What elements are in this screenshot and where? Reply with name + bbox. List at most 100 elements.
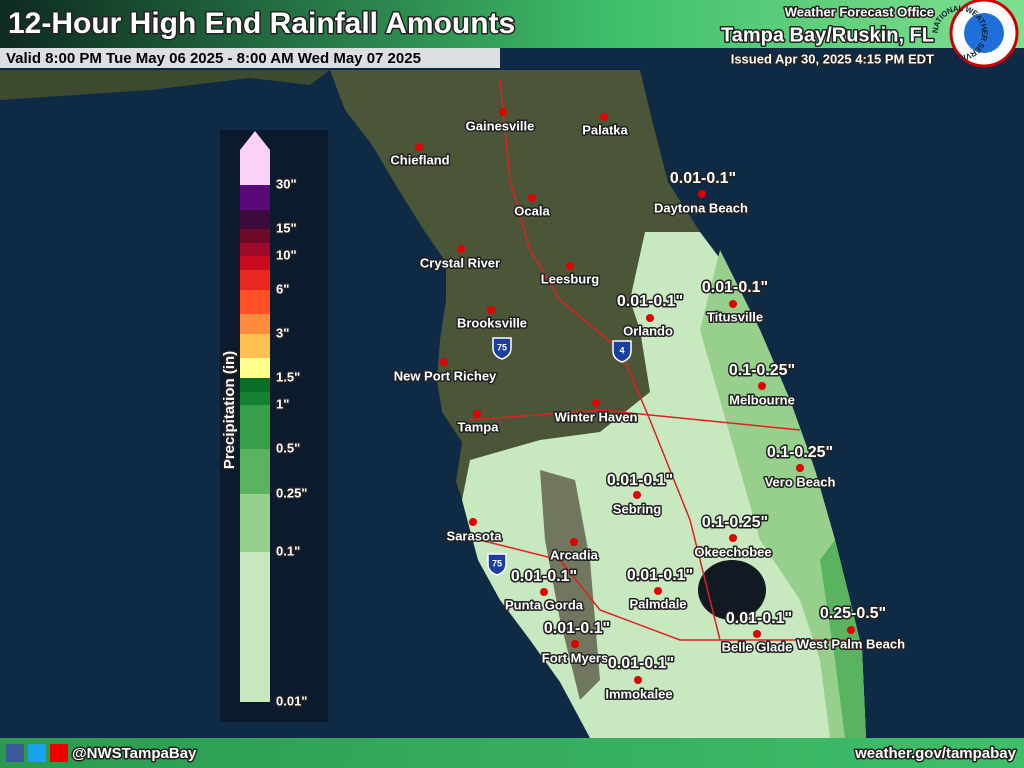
city-name: Immokalee	[605, 686, 672, 701]
twitter-icon	[28, 744, 46, 762]
website: weather.gov/tampabay	[854, 745, 1017, 762]
rain-amount: 0.1-0.25"	[702, 514, 768, 531]
legend-label: 6"	[276, 281, 289, 296]
legend-label: 3"	[276, 325, 289, 340]
city-dot	[729, 300, 737, 308]
city-dot	[487, 306, 495, 314]
shield-label: 4	[619, 345, 624, 355]
cities: Gainesville Palatka Chiefland Ocala Daytona …	[389, 108, 907, 703]
legend-band	[240, 392, 270, 405]
rain-amount: 0.01-0.1"	[544, 620, 610, 637]
city-dot	[729, 534, 737, 542]
legend-label: 1"	[276, 396, 289, 411]
city-dot	[473, 410, 481, 418]
city-dot	[592, 399, 600, 407]
rain-amount: 0.01-0.1"	[726, 610, 792, 627]
rain-0.25	[820, 540, 866, 738]
city-dot	[566, 262, 574, 270]
city-name: Punta Gorda	[505, 597, 584, 612]
city-name: New Port Richey	[394, 368, 497, 383]
city-name: Vero Beach	[765, 474, 836, 489]
city-name: Orlando	[623, 323, 673, 338]
legend-band	[240, 552, 270, 702]
city-name: Sebring	[613, 501, 661, 516]
city-dot	[758, 382, 766, 390]
city-name: Fort Myers	[542, 650, 608, 665]
panhandle	[0, 70, 330, 100]
city-dot	[570, 538, 578, 546]
city-name: Okeechobee	[694, 544, 771, 559]
legend-band	[240, 150, 270, 185]
youtube-icon	[50, 744, 68, 762]
city-dot	[499, 108, 507, 116]
city-dot	[796, 464, 804, 472]
city-name: Titusville	[707, 309, 763, 324]
legend-band	[240, 229, 270, 243]
legend-band	[240, 290, 270, 314]
issued: Issued Apr 30, 2025 4:15 PM EDT	[731, 51, 934, 66]
interstate-shield	[492, 337, 512, 360]
city-name: Palmdale	[629, 596, 686, 611]
city-name: Palatka	[582, 122, 628, 137]
legend-label: 0.01"	[276, 693, 307, 708]
city-dot	[698, 190, 706, 198]
city-dot	[415, 143, 423, 151]
city-name: Melbourne	[729, 392, 795, 407]
city-dot	[528, 194, 536, 202]
city-dot	[753, 630, 761, 638]
legend-label: 15"	[276, 220, 297, 235]
legend-bar: 30" 15" 10" 6" 3" 1.5" 1" 0.5" 0.25" 0.1" 0.01"	[240, 131, 309, 710]
legend-band	[240, 314, 270, 334]
legend-label: 30"	[276, 176, 297, 191]
legend-band	[240, 494, 270, 552]
city-name: Chiefland	[390, 152, 449, 167]
legend-label: 10"	[276, 247, 297, 262]
rain-amount: 0.01-0.1"	[607, 472, 673, 489]
legend-band	[240, 256, 270, 270]
ridge	[540, 470, 600, 700]
valid-time: Valid 8:00 PM Tue May 06 2025 - 8:00 AM …	[6, 50, 421, 67]
legend-band	[240, 243, 270, 256]
legend-band	[240, 378, 270, 392]
office: Weather Forecast Office	[785, 4, 934, 19]
rain-amount: 0.25-0.5"	[820, 605, 886, 622]
rain-amount: 0.01-0.1"	[702, 279, 768, 296]
roads	[469, 79, 850, 641]
city-dot	[633, 491, 641, 499]
legend-arrow	[240, 131, 270, 150]
legend-label: 0.1"	[276, 543, 300, 558]
legend-title: Precipitation (in)	[221, 351, 238, 469]
city-dot	[847, 626, 855, 634]
shield-label: 75	[497, 342, 507, 352]
rain-amount: 0.01-0.1"	[670, 170, 736, 187]
city-dot	[646, 314, 654, 322]
location: Tampa Bay/Ruskin, FL	[721, 24, 934, 46]
city-name: Belle Glade	[722, 639, 793, 654]
rain-amount: 0.01-0.1"	[617, 293, 683, 310]
city-name: Crystal River	[420, 255, 500, 270]
rain-amount: 0.1-0.25"	[767, 444, 833, 461]
city-dot	[634, 676, 642, 684]
city-dot	[654, 587, 662, 595]
social-handle: @NWSTampaBay	[72, 745, 197, 762]
legend-band	[240, 405, 270, 449]
city-name: Sarasota	[447, 528, 503, 543]
shield-label: 75	[492, 558, 502, 568]
city-name: Tampa	[458, 419, 500, 434]
legend-band	[240, 270, 270, 290]
footer-bar	[0, 738, 1024, 768]
city-name: Arcadia	[550, 547, 598, 562]
legend-band	[240, 334, 270, 358]
city-dot	[540, 588, 548, 596]
rain-amount: 0.1-0.25"	[729, 362, 795, 379]
city-name: Ocala	[514, 203, 550, 218]
city-name: Gainesville	[466, 118, 535, 133]
city-dot	[457, 245, 465, 253]
legend-band	[240, 210, 270, 229]
legend-label: 1.5"	[276, 369, 300, 384]
rain-amount: 0.01-0.1"	[511, 568, 577, 585]
logo-center	[964, 13, 1004, 53]
legend-band	[240, 185, 270, 210]
city-name: Winter Haven	[555, 409, 638, 424]
legend-label: 0.25"	[276, 485, 307, 500]
